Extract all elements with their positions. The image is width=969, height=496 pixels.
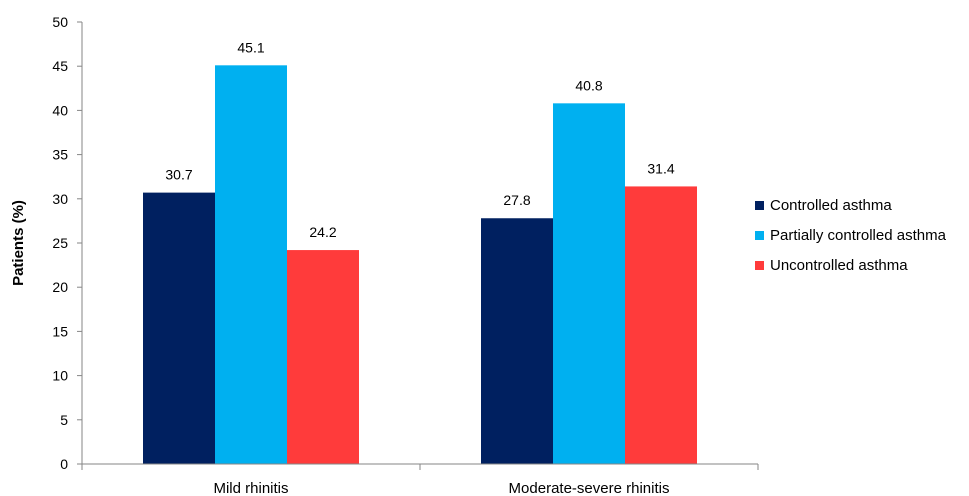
y-tick-label: 25 — [52, 235, 68, 251]
y-tick-label: 40 — [52, 102, 68, 118]
y-axis-title: Patients (%) — [10, 200, 27, 286]
bar — [553, 103, 625, 464]
y-tick-label: 20 — [52, 279, 68, 295]
legend-swatch — [755, 230, 764, 240]
legend-swatch — [755, 260, 764, 270]
legend-label: Uncontrolled asthma — [770, 256, 908, 274]
legend-item: Controlled asthma — [755, 190, 946, 220]
bars-group: 30.7 45.1 24.2 27.8 40.8 31.4 — [143, 39, 697, 464]
y-tick-label: 15 — [52, 323, 68, 339]
y-axis: 0 5 10 15 20 25 30 35 40 45 50 — [52, 14, 83, 472]
data-label: 30.7 — [165, 167, 192, 183]
y-tick-label: 5 — [60, 412, 68, 428]
bar — [481, 218, 553, 464]
legend: Controlled asthma Partially controlled as… — [755, 190, 946, 280]
bar — [143, 192, 215, 464]
data-label: 40.8 — [575, 77, 602, 93]
y-tick-label: 0 — [60, 456, 68, 472]
data-label: 24.2 — [309, 224, 336, 240]
bar — [287, 250, 359, 464]
y-tick-label: 35 — [52, 147, 68, 163]
legend-item: Partially controlled asthma — [755, 220, 946, 250]
bar — [215, 65, 287, 464]
legend-swatch — [755, 200, 764, 210]
data-label: 27.8 — [503, 192, 530, 208]
y-tick-label: 10 — [52, 368, 68, 384]
y-tick-label: 50 — [52, 14, 68, 30]
category-label: Moderate-severe rhinitis — [509, 480, 670, 496]
legend-label: Controlled asthma — [770, 196, 892, 214]
legend-item: Uncontrolled asthma — [755, 250, 946, 280]
legend-label: Partially controlled asthma — [770, 226, 946, 244]
data-label: 31.4 — [647, 160, 674, 176]
y-tick-label: 45 — [52, 58, 68, 74]
y-tick-label: 30 — [52, 191, 68, 207]
x-axis: Mild rhinitis Moderate-severe rhinitis — [81, 463, 759, 496]
bar — [625, 186, 697, 464]
category-label: Mild rhinitis — [213, 480, 288, 496]
data-label: 45.1 — [237, 39, 264, 55]
